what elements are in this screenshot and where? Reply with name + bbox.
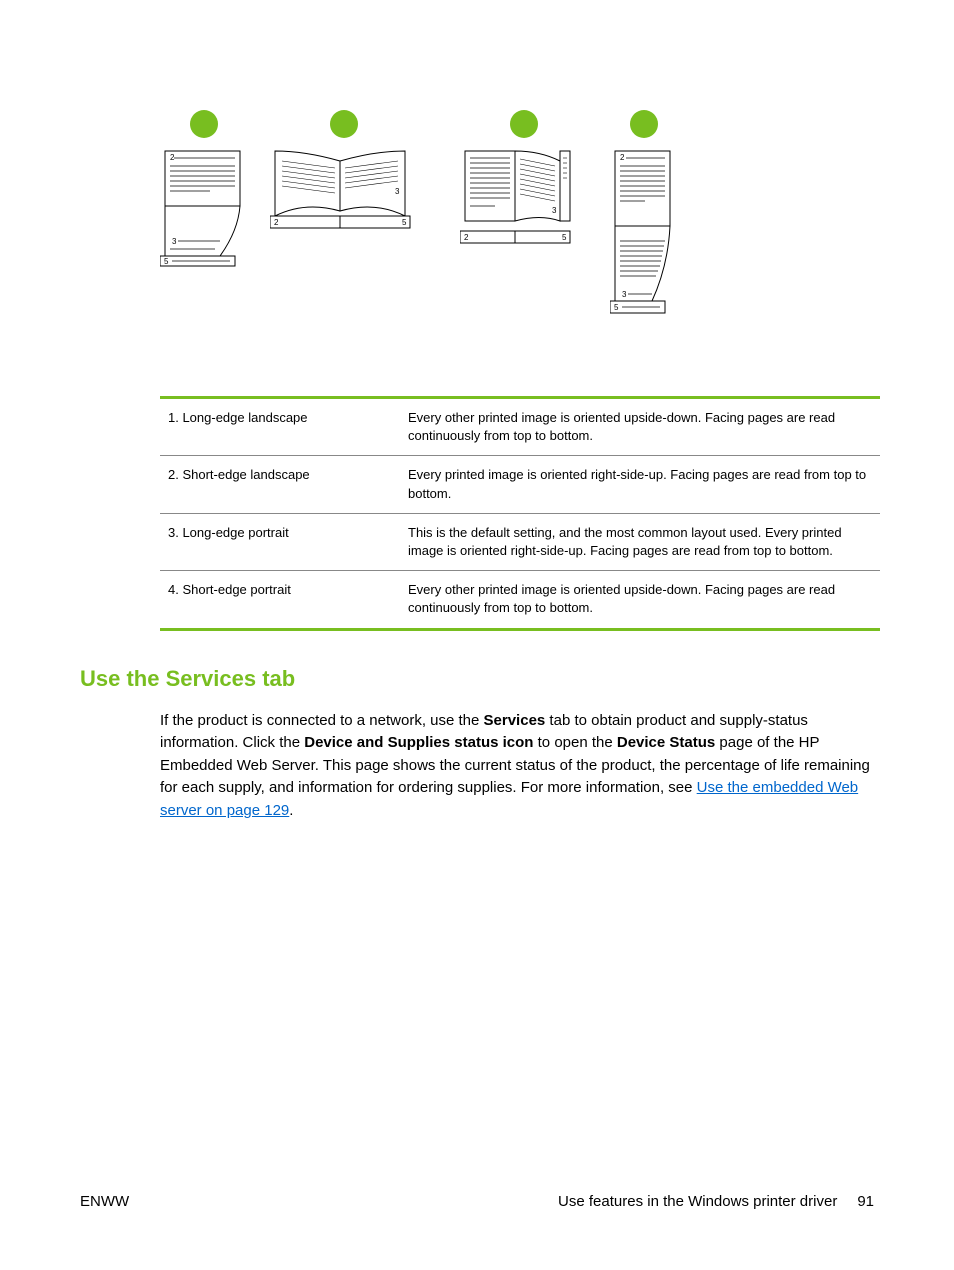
para-bold: Services (484, 712, 546, 729)
svg-text:5: 5 (164, 257, 169, 266)
diagram-short-edge-landscape: 3 2 5 (270, 110, 440, 236)
option-label: 3. Long-edge portrait (160, 513, 400, 570)
dot-icon (330, 110, 358, 138)
option-desc: Every other printed image is oriented up… (400, 398, 880, 456)
table-row: 4. Short-edge portrait Every other print… (160, 571, 880, 629)
svg-text:5: 5 (562, 233, 567, 242)
diagram-svg-2: 3 2 5 (270, 146, 440, 236)
svg-text:3: 3 (395, 187, 400, 196)
footer-right: Use features in the Windows printer driv… (558, 1193, 874, 1210)
footer-section-title: Use features in the Windows printer driv… (558, 1193, 837, 1210)
option-desc: This is the default setting, and the mos… (400, 513, 880, 570)
svg-text:3: 3 (622, 290, 627, 299)
svg-text:3: 3 (552, 206, 557, 215)
svg-text:5: 5 (402, 218, 407, 227)
section-heading: Use the Services tab (80, 666, 874, 692)
diagram-svg-4: 2 3 (610, 146, 685, 356)
option-label: 1. Long-edge landscape (160, 398, 400, 456)
page-content: 2 3 5 (0, 0, 954, 822)
svg-text:2: 2 (274, 218, 279, 227)
footer-left: ENWW (80, 1193, 129, 1210)
svg-text:2: 2 (170, 153, 175, 162)
para-text: If the product is connected to a network… (160, 712, 484, 729)
option-label: 2. Short-edge landscape (160, 456, 400, 513)
diagram-svg-3: 3 2 5 (460, 146, 590, 256)
page-number: 91 (857, 1193, 874, 1210)
binding-diagrams: 2 3 5 (160, 110, 874, 356)
diagram-svg-1: 2 3 5 (160, 146, 250, 316)
dot-icon (510, 110, 538, 138)
para-text: . (289, 802, 293, 819)
diagram-long-edge-landscape: 2 3 5 (160, 110, 250, 316)
option-desc: Every printed image is oriented right-si… (400, 456, 880, 513)
binding-options-table: 1. Long-edge landscape Every other print… (160, 396, 880, 631)
option-label: 4. Short-edge portrait (160, 571, 400, 629)
svg-text:2: 2 (464, 233, 469, 242)
section-paragraph: If the product is connected to a network… (160, 710, 880, 823)
diagram-short-edge-portrait: 2 3 (610, 110, 685, 356)
para-text: to open the (533, 734, 616, 751)
para-bold: Device and Supplies status icon (304, 734, 533, 751)
svg-text:2: 2 (620, 153, 625, 162)
dot-icon (190, 110, 218, 138)
diagram-long-edge-portrait: 3 2 5 (460, 110, 590, 256)
table-row: 1. Long-edge landscape Every other print… (160, 398, 880, 456)
svg-text:5: 5 (614, 303, 619, 312)
page-footer: ENWW Use features in the Windows printer… (80, 1193, 874, 1210)
dot-icon (630, 110, 658, 138)
table-row: 2. Short-edge landscape Every printed im… (160, 456, 880, 513)
option-desc: Every other printed image is oriented up… (400, 571, 880, 629)
svg-text:3: 3 (172, 237, 177, 246)
table-row: 3. Long-edge portrait This is the defaul… (160, 513, 880, 570)
para-bold: Device Status (617, 734, 715, 751)
